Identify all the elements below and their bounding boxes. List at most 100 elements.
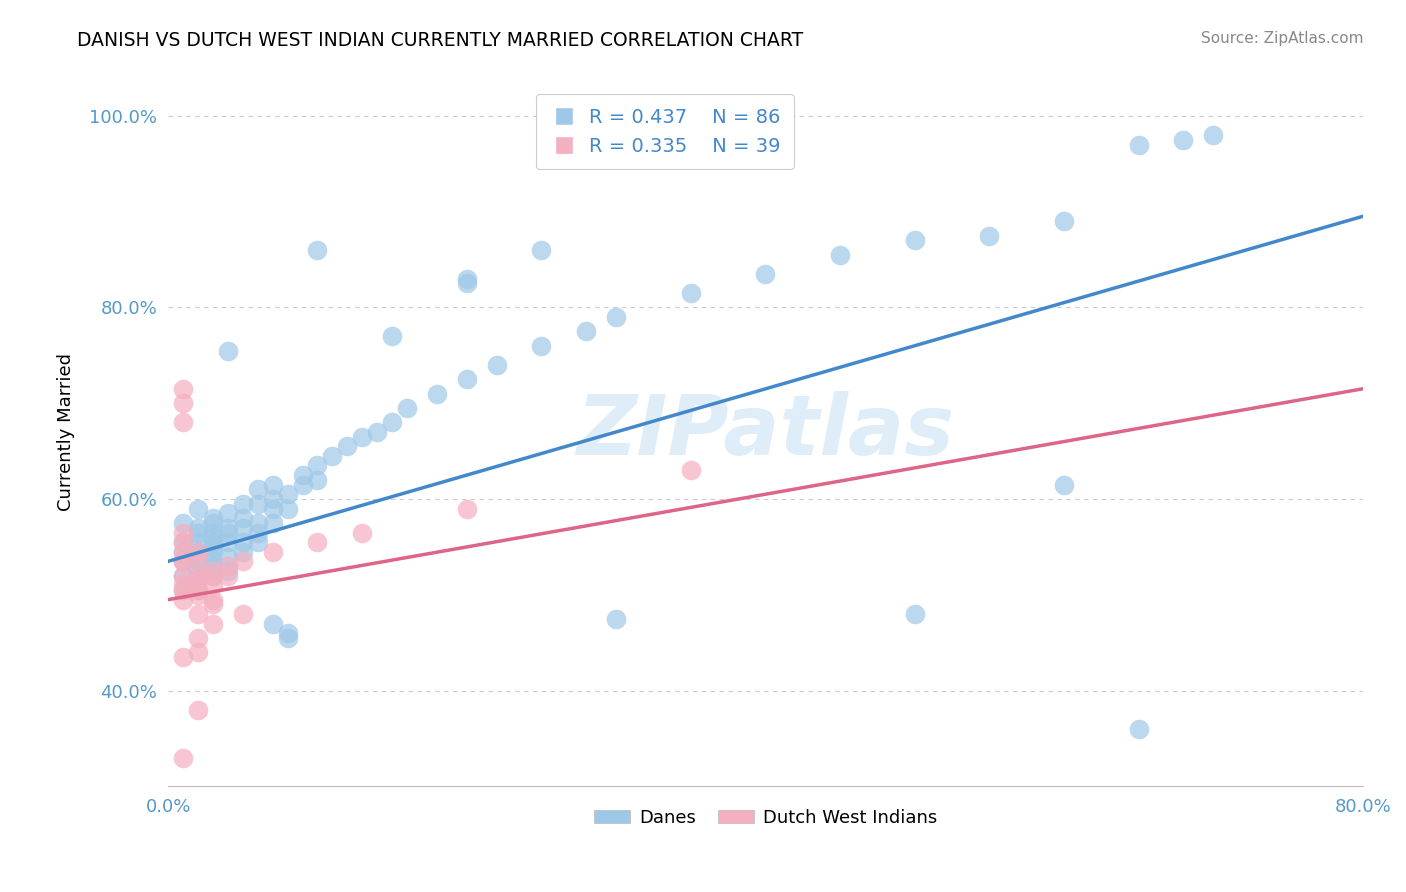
Point: [201, 516, 224, 530]
Text: DANISH VS DUTCH WEST INDIAN CURRENTLY MARRIED CORRELATION CHART: DANISH VS DUTCH WEST INDIAN CURRENTLY MA…: [77, 31, 804, 50]
Point: [217, 564, 239, 578]
Point: [187, 554, 209, 568]
Point: [217, 507, 239, 521]
Point: [201, 559, 224, 574]
Point: [172, 516, 194, 530]
Point: [1202, 128, 1225, 142]
Point: [172, 568, 194, 582]
Point: [904, 233, 927, 247]
Point: [187, 582, 209, 597]
Point: [426, 386, 449, 401]
Point: [172, 554, 194, 568]
Point: [172, 545, 194, 559]
Point: [187, 535, 209, 549]
Point: [172, 568, 194, 582]
Point: [187, 588, 209, 602]
Point: [262, 491, 284, 506]
Point: [605, 612, 627, 626]
Text: ZIPatlas: ZIPatlas: [576, 392, 955, 473]
Point: [172, 525, 194, 540]
Point: [172, 554, 194, 568]
Point: [172, 416, 194, 430]
Point: [396, 401, 419, 415]
Point: [456, 271, 478, 285]
Point: [307, 243, 329, 257]
Point: [575, 324, 598, 338]
Point: [246, 516, 269, 530]
Point: [201, 616, 224, 631]
Point: [321, 449, 343, 463]
Point: [456, 372, 478, 386]
Text: Source: ZipAtlas.com: Source: ZipAtlas.com: [1201, 31, 1364, 46]
Point: [1128, 137, 1150, 152]
Point: [262, 501, 284, 516]
Point: [201, 511, 224, 525]
Point: [201, 568, 224, 582]
Point: [217, 343, 239, 358]
Point: [352, 525, 374, 540]
Point: [172, 554, 194, 568]
Point: [679, 463, 702, 477]
Point: [172, 650, 194, 665]
Point: [456, 501, 478, 516]
Point: [291, 468, 314, 483]
Point: [456, 277, 478, 291]
Point: [187, 574, 209, 588]
Point: [352, 430, 374, 444]
Point: [201, 554, 224, 568]
Point: [201, 540, 224, 554]
Point: [172, 592, 194, 607]
Point: [828, 248, 851, 262]
Point: [679, 286, 702, 301]
Point: [754, 267, 776, 281]
Point: [187, 521, 209, 535]
Point: [1173, 133, 1195, 147]
Point: [246, 497, 269, 511]
Point: [187, 582, 209, 597]
Point: [187, 631, 209, 645]
Point: [307, 458, 329, 473]
Point: [277, 501, 299, 516]
Point: [277, 626, 299, 640]
Point: [232, 545, 254, 559]
Legend: Danes, Dutch West Indians: Danes, Dutch West Indians: [586, 802, 945, 834]
Point: [277, 487, 299, 501]
Point: [187, 703, 209, 717]
Point: [530, 339, 553, 353]
Point: [172, 582, 194, 597]
Point: [187, 568, 209, 582]
Point: [172, 396, 194, 410]
Point: [172, 535, 194, 549]
Point: [605, 310, 627, 324]
Point: [232, 554, 254, 568]
Point: [1053, 477, 1076, 491]
Point: [262, 616, 284, 631]
Point: [381, 329, 404, 343]
Point: [246, 525, 269, 540]
Point: [307, 473, 329, 487]
Point: [336, 439, 359, 453]
Point: [1128, 722, 1150, 736]
Point: [232, 511, 254, 525]
Point: [904, 607, 927, 621]
Point: [172, 382, 194, 396]
Point: [187, 501, 209, 516]
Point: [201, 568, 224, 582]
Point: [201, 578, 224, 592]
Point: [187, 545, 209, 559]
Point: [187, 574, 209, 588]
Point: [187, 607, 209, 621]
Point: [217, 525, 239, 540]
Point: [201, 530, 224, 544]
Point: [217, 559, 239, 574]
Point: [307, 535, 329, 549]
Point: [172, 535, 194, 549]
Point: [262, 516, 284, 530]
Point: [201, 592, 224, 607]
Point: [232, 497, 254, 511]
Point: [201, 564, 224, 578]
Point: [201, 525, 224, 540]
Point: [187, 554, 209, 568]
Point: [201, 535, 224, 549]
Point: [187, 525, 209, 540]
